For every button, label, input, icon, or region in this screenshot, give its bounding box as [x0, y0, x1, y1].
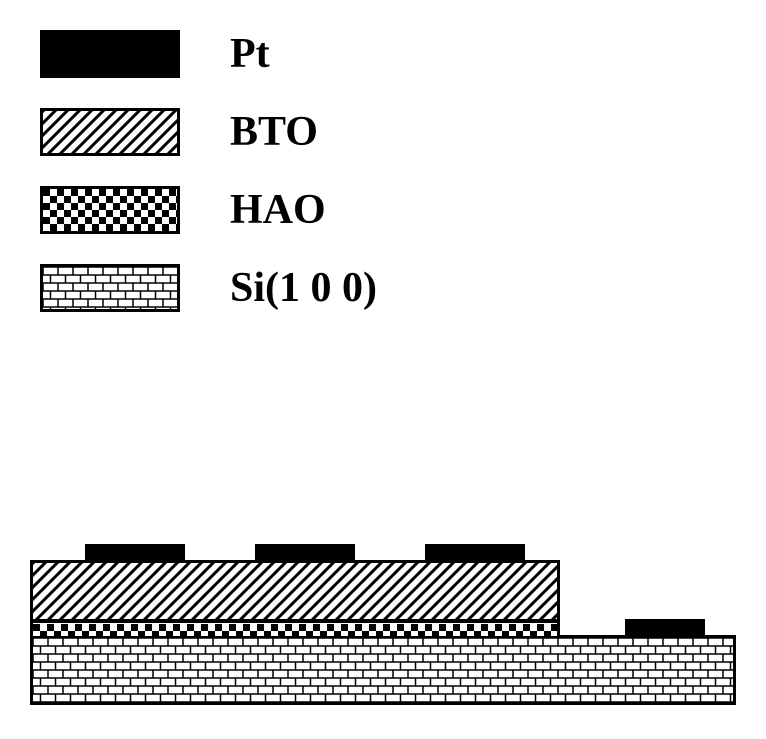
legend-label-hao: HAO [230, 186, 326, 234]
pt-electrode [85, 544, 185, 563]
legend-row-bto: BTO [40, 108, 377, 156]
legend: Pt BTO HAO Si(1 0 0) [40, 30, 377, 342]
pt-electrode [625, 619, 705, 638]
swatch-pt [40, 30, 180, 78]
bto-layer [30, 560, 560, 622]
layer-stack-diagram [30, 530, 736, 710]
legend-row-si: Si(1 0 0) [40, 264, 377, 312]
pt-electrode [255, 544, 355, 563]
legend-label-pt: Pt [230, 30, 270, 78]
legend-label-si: Si(1 0 0) [230, 264, 377, 312]
swatch-si [40, 264, 180, 312]
legend-label-bto: BTO [230, 108, 318, 156]
legend-row-pt: Pt [40, 30, 377, 78]
swatch-hao [40, 186, 180, 234]
legend-row-hao: HAO [40, 186, 377, 234]
pt-electrode [425, 544, 525, 563]
si-substrate-layer [30, 635, 736, 705]
swatch-bto [40, 108, 180, 156]
